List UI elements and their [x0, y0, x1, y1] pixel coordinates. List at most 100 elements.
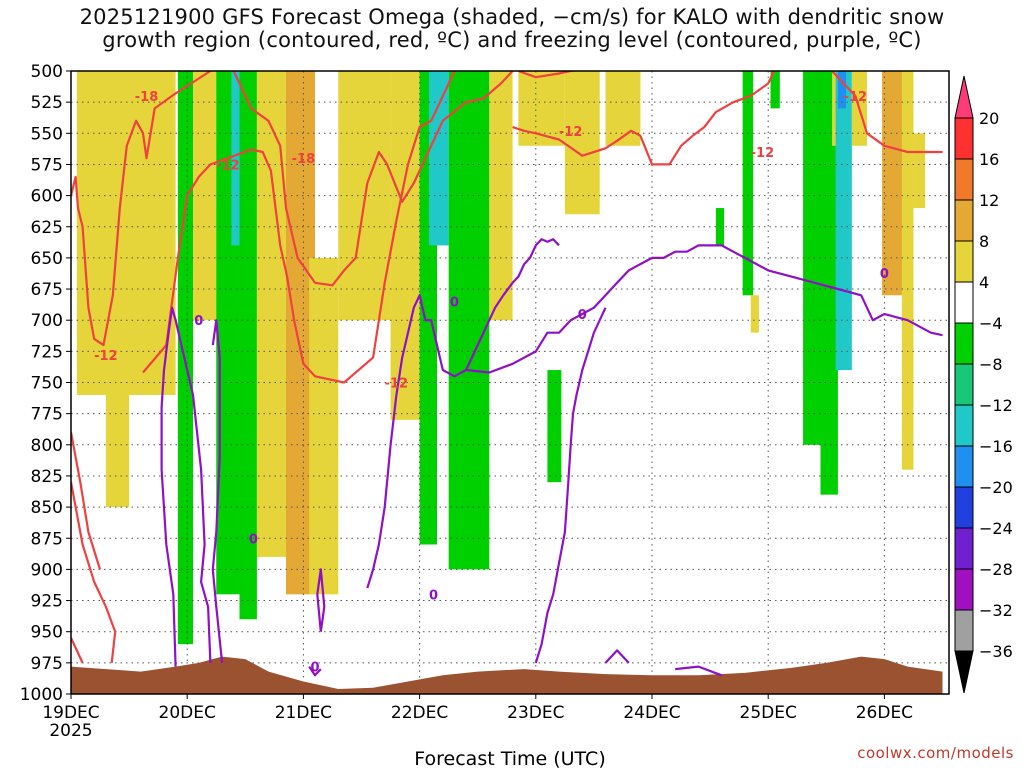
dendritic-contour [71, 432, 102, 570]
y-tick-label: 525 [31, 93, 63, 113]
y-tick-label: 900 [31, 560, 63, 580]
freezing-level-line [465, 244, 943, 374]
y-tick-label: 875 [31, 529, 63, 549]
omega-cell [564, 71, 600, 215]
contour-label: 0 [249, 532, 258, 547]
contour-label: 0 [429, 588, 438, 603]
x-tick-label: 19DEC [42, 703, 99, 723]
omega-cell [428, 71, 449, 246]
colorbar-label: −8 [979, 355, 1003, 374]
x-tick-label: 23DEC [507, 703, 564, 723]
y-tick-label: 675 [31, 280, 63, 300]
freezing-contour [316, 568, 326, 632]
colorbar-label: −12 [979, 396, 1013, 415]
contour-label: -12 [94, 349, 118, 364]
axes: 500 525 550 575 600 625 650 675 700 725 750 775 800 8… [20, 62, 913, 741]
y-tick-label: 650 [31, 249, 63, 269]
omega-cell [448, 71, 490, 570]
omega-cell [742, 71, 754, 296]
y-tick-label: 575 [31, 155, 63, 175]
omega-cell [605, 71, 641, 146]
x-tick-label: 26DEC [856, 703, 913, 723]
colorbar-swatch [954, 486, 974, 529]
omega-cell [390, 71, 420, 420]
y-tick-label: 725 [31, 342, 63, 362]
terrain-fill [71, 656, 943, 694]
omega-cell [835, 71, 852, 371]
contour-label: -18 [135, 90, 159, 105]
colorbar-swatch [954, 404, 974, 447]
freezing-contour [211, 319, 224, 664]
freezing-contour [675, 665, 723, 677]
dendritic-contour [232, 71, 514, 287]
contour-label: 0 [194, 314, 203, 329]
dendritic-contour [518, 71, 576, 79]
contour-label: 0 [578, 308, 587, 323]
colorbar-label: −32 [979, 601, 1013, 620]
contour-label: -12 [216, 158, 240, 173]
colorbar-arrow-top [954, 75, 974, 119]
omega-cell [76, 71, 176, 395]
omega-cell [715, 208, 725, 246]
y-tick-label: 975 [31, 654, 63, 674]
colorbar-swatch [954, 199, 974, 242]
colorbar-label: −16 [979, 437, 1013, 456]
colorbar-label: −28 [979, 560, 1013, 579]
omega-cell [105, 370, 130, 508]
y-tick-label: 700 [31, 311, 63, 331]
y-tick-label: 750 [31, 374, 63, 394]
contour-label: 0 [880, 267, 889, 282]
colorbar-swatch [954, 568, 974, 611]
x-tick-label: 24DEC [623, 703, 680, 723]
omega-cell [309, 257, 339, 595]
x-tick-label: 21DEC [275, 703, 332, 723]
y-tick-label: 825 [31, 467, 63, 487]
colorbar-swatch [954, 158, 974, 201]
omega-cell [913, 133, 926, 209]
y-tick-label: 500 [31, 62, 63, 82]
contour-label: -12 [559, 125, 583, 140]
omega-cell [177, 71, 194, 645]
y-tick-label: 1000 [20, 685, 63, 705]
omega-cell [518, 71, 565, 146]
colorbar-arrow-bottom [954, 650, 974, 694]
y-tick-label: 850 [31, 498, 63, 518]
colorbar-swatch [954, 117, 974, 160]
contour-labels: -18 -12 -18 -12 -12 -12 -12 -12 0 0 0 0 0 0 0 [94, 90, 889, 676]
x-tick-label: 20DEC [159, 703, 216, 723]
omega-cell [803, 71, 821, 445]
contour-label: -18 [292, 152, 316, 167]
freezing-contour [366, 238, 560, 589]
colorbar-swatch [954, 240, 974, 283]
y-tick-label: 925 [31, 592, 63, 612]
contour-label: 0 [450, 296, 459, 311]
contours [71, 71, 943, 677]
omega-cell [193, 71, 217, 321]
omega-cell [901, 71, 914, 470]
omega-cell [750, 295, 759, 333]
colorbar-swatch [954, 527, 974, 570]
y-tick-label: 600 [31, 187, 63, 207]
freezing-contour [534, 307, 607, 664]
y-tick-label: 800 [31, 436, 63, 456]
colorbar-swatch [954, 445, 974, 488]
omega-cell [820, 71, 838, 495]
dendritic-contour [142, 71, 456, 384]
colorbar-label: 12 [979, 191, 999, 210]
x-tick-label: 25DEC [740, 703, 797, 723]
freezing-contour [160, 306, 212, 667]
dendritic-contour [71, 71, 211, 347]
colorbar-swatch [954, 322, 974, 365]
colorbar-label: −24 [979, 519, 1013, 538]
colorbar-label: 20 [979, 109, 999, 128]
colorbar: 20 16 12 8 4 −4 −8 −12 −16 −20 −24 −28 −32 −36 [954, 75, 1013, 694]
credit-link[interactable]: coolwx.com/models [857, 744, 1014, 762]
omega-cell [231, 71, 243, 246]
chart-title-line2: growth region (contoured, red, ºC) and f… [102, 28, 922, 52]
colorbar-swatch [954, 609, 974, 652]
dendritic-contour [831, 71, 943, 154]
colorbar-swatch [954, 281, 974, 324]
omega-cell [239, 71, 257, 620]
y-tick-label: 775 [31, 405, 63, 425]
